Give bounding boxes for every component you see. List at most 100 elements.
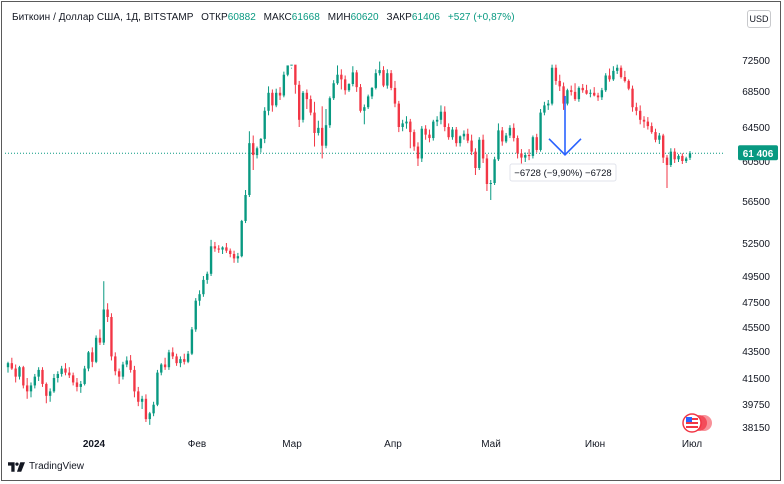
candle-body [589, 92, 592, 94]
candle [589, 89, 592, 98]
currency-button[interactable]: USD [747, 10, 771, 28]
y-tick-label: 49500 [742, 272, 770, 283]
candle [244, 190, 247, 224]
candle-body [581, 87, 584, 91]
candle-body [317, 127, 320, 133]
candle [14, 364, 17, 383]
candle [271, 89, 274, 112]
candle [370, 87, 374, 100]
candle-body [94, 337, 98, 362]
candle [458, 135, 462, 147]
candle-body [125, 360, 128, 365]
candle [294, 64, 297, 94]
candle-body [378, 70, 381, 74]
candle [29, 382, 33, 398]
candle-body [267, 92, 270, 111]
candle-body [554, 67, 558, 81]
candle-body [558, 80, 561, 87]
candle-body [443, 111, 446, 127]
candle-body [229, 250, 232, 254]
candle-body [102, 309, 105, 343]
price-change: +527 (+0,87%) [447, 12, 515, 23]
candle [382, 66, 385, 88]
candle-body [140, 398, 144, 402]
candle-body [501, 130, 504, 142]
candle [470, 134, 473, 156]
candle-body [121, 364, 125, 377]
candle-body [370, 87, 374, 97]
candle-body [110, 317, 113, 357]
candle-body [217, 248, 220, 250]
candle [336, 65, 339, 85]
candle [332, 80, 335, 100]
candle [340, 69, 343, 90]
candle-body [439, 111, 443, 120]
candle-body [527, 155, 531, 157]
candle-body [393, 87, 397, 104]
candle [106, 303, 109, 322]
candle-body [428, 134, 431, 139]
candle-body [485, 158, 489, 184]
close-value: 61406 [411, 12, 440, 23]
candle [619, 65, 623, 79]
candle-body [298, 84, 301, 120]
candle [389, 70, 393, 91]
chart-header: Биткоин / Доллар США, 1Д, BITSTAMP ОТКР6… [12, 12, 515, 23]
candle [577, 86, 581, 102]
tradingview-logo-icon [8, 461, 25, 472]
candle-body [639, 110, 642, 120]
candle [320, 106, 324, 159]
candle-body [232, 254, 236, 259]
candle [121, 361, 125, 380]
candle-body [213, 246, 217, 249]
candle-body [320, 127, 324, 146]
candle-body [56, 373, 59, 378]
candle [531, 135, 535, 159]
candle-body [6, 363, 10, 368]
candle [363, 104, 366, 125]
candle [114, 352, 117, 376]
candle [91, 347, 94, 368]
candle [160, 363, 163, 376]
candle [64, 363, 67, 376]
candle [148, 411, 151, 425]
candle [102, 281, 105, 345]
candle-body [133, 369, 136, 392]
candle-body [29, 385, 33, 392]
candle [428, 129, 431, 143]
candle [447, 123, 450, 140]
low-value: 60620 [350, 12, 379, 23]
candle-body [301, 92, 305, 120]
x-tick-label: Июн [585, 439, 605, 450]
candle-body [493, 159, 496, 183]
candle-body [627, 80, 630, 89]
candle-body [248, 143, 251, 195]
candle-body [481, 139, 485, 159]
candle-body [646, 121, 650, 127]
y-tick-label: 52500 [742, 239, 770, 250]
candle-body [83, 368, 86, 384]
candle [535, 133, 538, 153]
candle-body [129, 360, 132, 370]
economic-events-icon[interactable] [682, 413, 712, 433]
candle-body [71, 375, 75, 383]
candle [393, 80, 397, 108]
candle-body [343, 79, 347, 91]
candle [347, 83, 351, 92]
candle [688, 151, 692, 160]
candle [328, 96, 332, 128]
candle [18, 365, 21, 380]
candle-body [504, 135, 508, 142]
footer-brand[interactable]: TradingView [8, 461, 84, 472]
candle [140, 395, 144, 410]
candle-body [462, 133, 466, 137]
candle-body [359, 87, 362, 111]
candle-body [179, 359, 182, 364]
candle [412, 129, 416, 151]
candle-body [48, 391, 52, 396]
candle-body [669, 151, 673, 165]
candle-body [432, 121, 435, 139]
candle-body [409, 121, 412, 133]
candle-body [290, 64, 293, 66]
